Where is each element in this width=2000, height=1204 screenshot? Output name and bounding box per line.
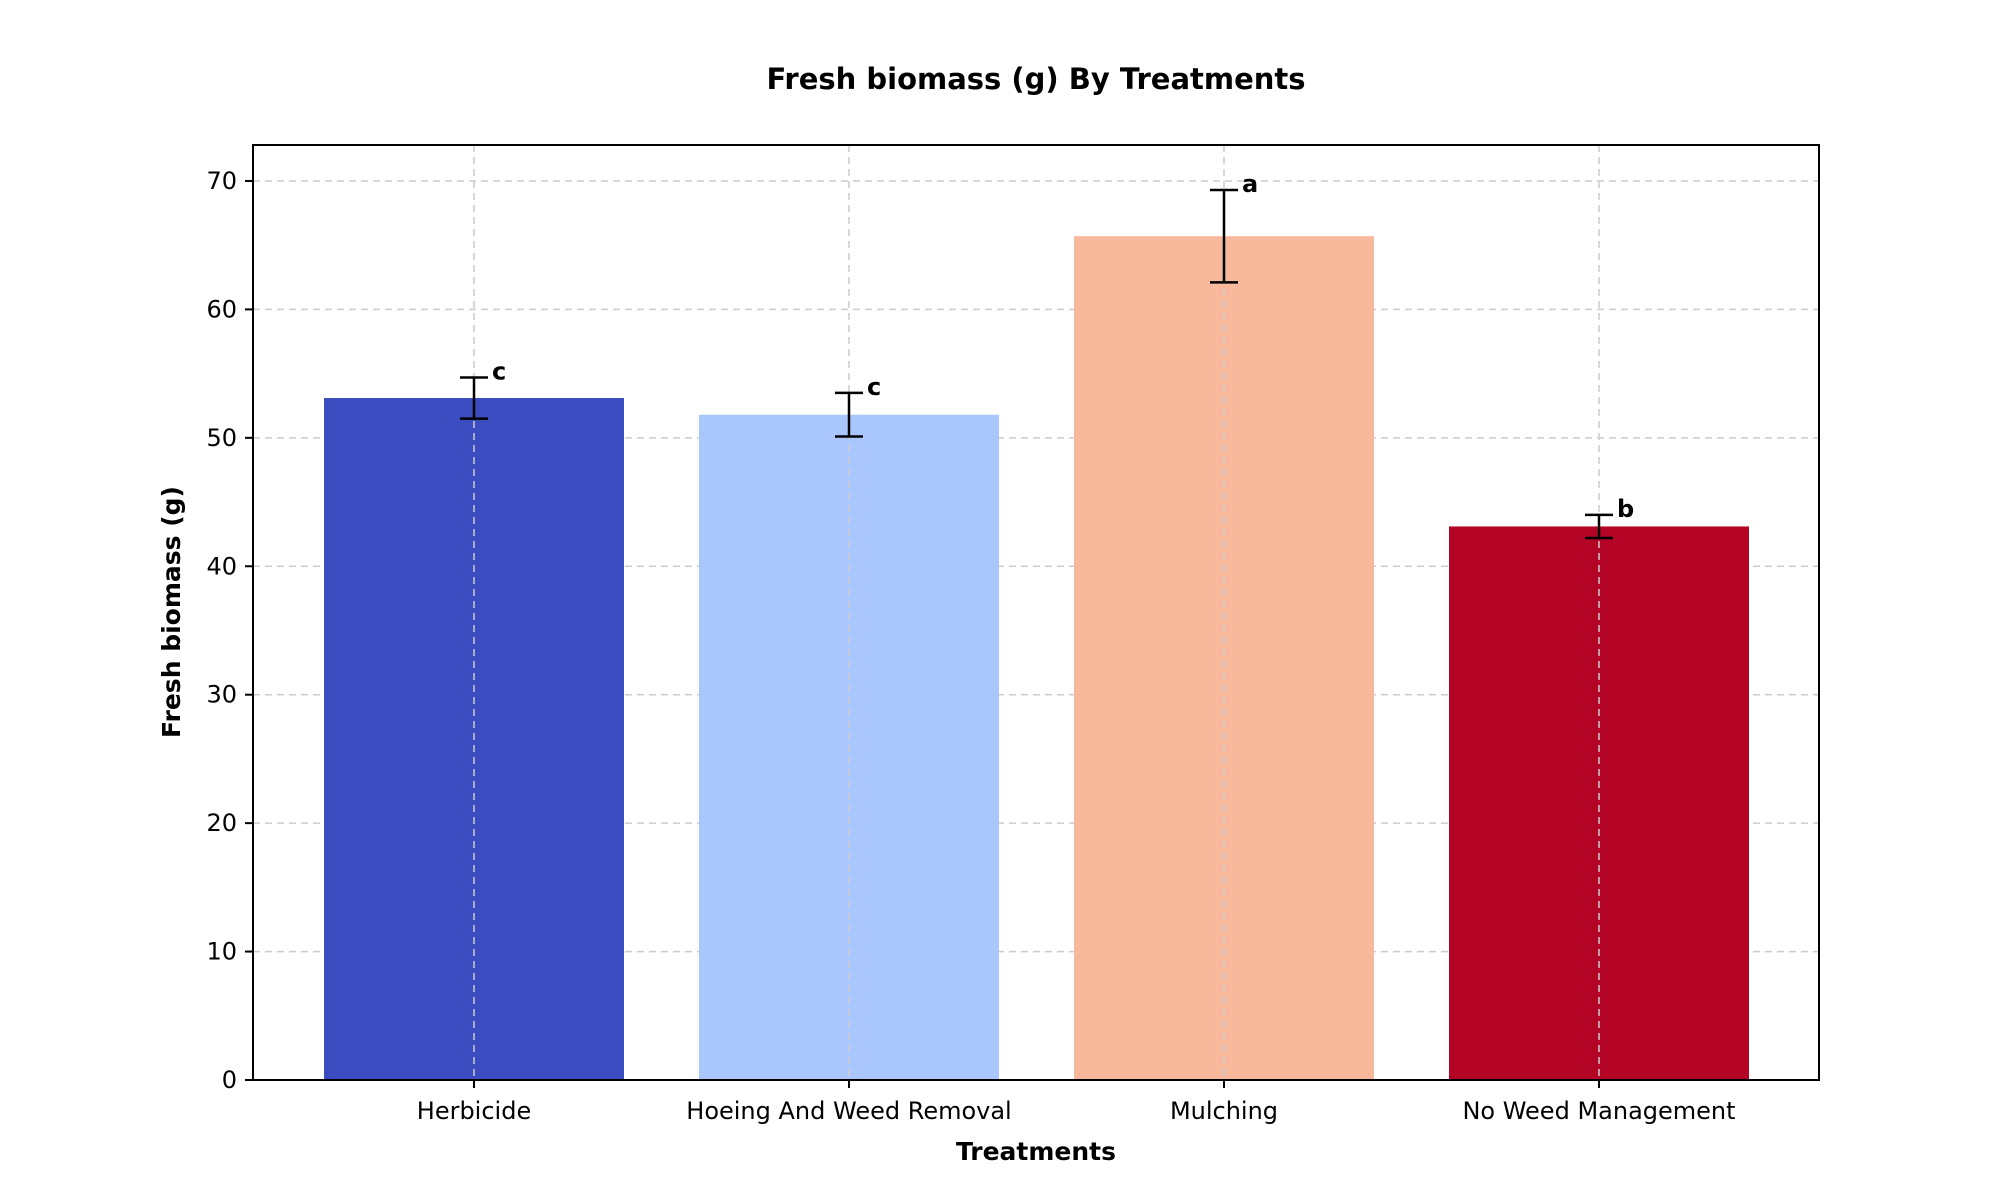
x-tick-label: Herbicide [417, 1097, 531, 1125]
y-tick-label: 0 [222, 1066, 237, 1094]
x-tick-label: No Weed Management [1462, 1097, 1735, 1125]
chart-title: Fresh biomass (g) By Treatments [766, 62, 1305, 96]
y-tick-label: 60 [206, 295, 237, 323]
grid-front-layer [473, 145, 1600, 1080]
x-tick-label: Hoeing And Weed Removal [686, 1097, 1011, 1125]
labels-layer: 0 10 20 30 40 50 60 70 c Herbicide c Hoeing And Wee… [206, 167, 1735, 1125]
y-tick-label: 40 [206, 552, 237, 580]
x-tick-label: Mulching [1170, 1097, 1278, 1125]
y-tick-label: 30 [206, 681, 237, 709]
significance-letter: a [1242, 170, 1258, 198]
significance-letter: b [1617, 495, 1634, 523]
y-tick-label: 70 [206, 167, 237, 195]
bars-layer [324, 236, 1749, 1081]
y-tick-label: 20 [206, 809, 237, 837]
bar-no-weed-management [1449, 526, 1749, 1080]
significance-letter: c [867, 373, 881, 401]
y-axis-title: Fresh biomass (g) [157, 486, 186, 738]
plot-frame [252, 144, 1820, 1081]
x-axis-title: Treatments [956, 1137, 1116, 1166]
y-tick-label: 50 [206, 424, 237, 452]
error-bars-layer [460, 188, 1613, 540]
significance-letter: c [492, 357, 506, 385]
y-tick-label: 10 [206, 938, 237, 966]
